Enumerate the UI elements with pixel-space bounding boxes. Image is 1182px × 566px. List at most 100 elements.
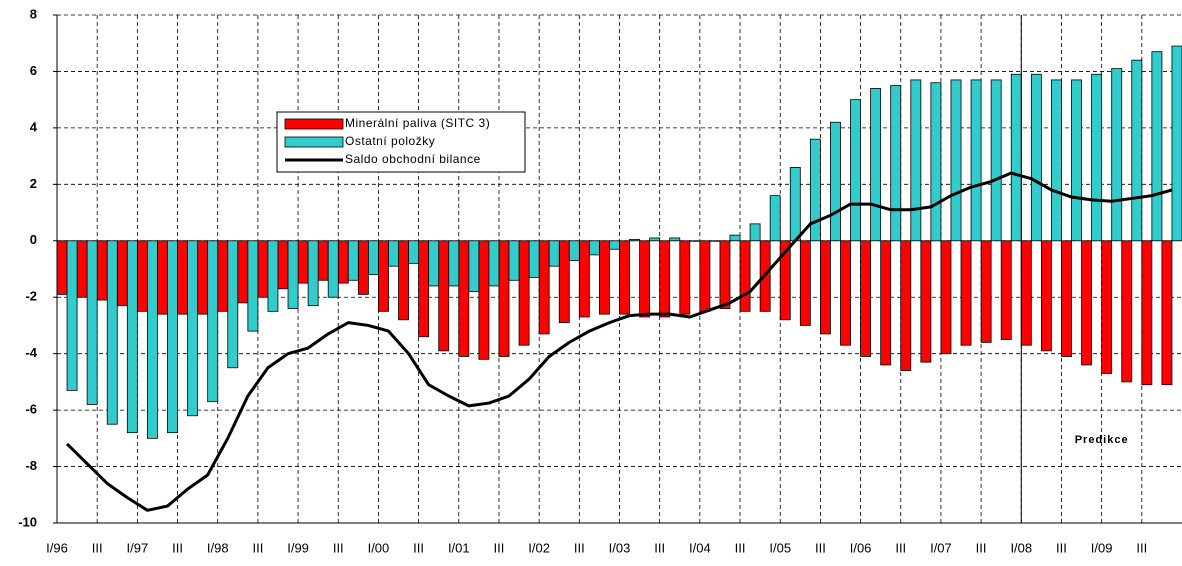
bar xyxy=(649,237,661,242)
bar xyxy=(669,237,681,242)
y-tick-label: -2 xyxy=(25,289,37,304)
bar xyxy=(297,240,309,284)
bar xyxy=(1071,79,1082,242)
bar xyxy=(307,240,319,307)
bar xyxy=(970,79,982,242)
y-tick-label: -4 xyxy=(25,345,37,360)
bar xyxy=(217,240,229,312)
bar xyxy=(719,240,731,309)
y-tick-label: -6 xyxy=(25,402,37,417)
bar xyxy=(157,240,168,315)
bar xyxy=(558,240,570,324)
bar xyxy=(980,240,992,343)
bar xyxy=(1121,240,1133,383)
bar xyxy=(327,240,339,298)
x-tick-label: III xyxy=(92,540,103,555)
bar xyxy=(418,240,430,338)
bar xyxy=(347,240,359,281)
bar xyxy=(769,195,781,242)
x-tick-label: III xyxy=(252,540,263,555)
x-tick-label: I/05 xyxy=(769,540,791,555)
bar xyxy=(1010,73,1022,242)
bar xyxy=(1081,240,1092,366)
bar xyxy=(1000,240,1012,340)
bar xyxy=(147,240,158,439)
bar xyxy=(679,240,691,315)
y-tick-label: 2 xyxy=(30,176,37,191)
bar xyxy=(76,240,88,298)
x-tick-label: I/01 xyxy=(448,540,470,555)
bar xyxy=(106,240,118,425)
x-tick-label: III xyxy=(494,540,505,555)
bar xyxy=(247,240,259,332)
bar xyxy=(1161,240,1173,386)
bar xyxy=(1101,240,1113,374)
bar xyxy=(910,79,922,242)
bar xyxy=(96,240,108,301)
bar xyxy=(197,240,209,315)
x-tick-label: I/03 xyxy=(609,540,631,555)
bar xyxy=(468,240,480,292)
bar xyxy=(337,240,349,284)
bar xyxy=(990,79,1002,242)
bar xyxy=(1051,79,1062,242)
legend-swatch xyxy=(284,118,344,130)
bar xyxy=(1040,240,1052,352)
bar xyxy=(378,240,389,312)
bar xyxy=(508,240,520,281)
bar xyxy=(799,240,811,326)
bar xyxy=(659,240,671,318)
bar xyxy=(860,240,872,357)
bar xyxy=(809,138,821,242)
bar xyxy=(126,240,138,434)
bar xyxy=(789,166,801,242)
bar xyxy=(448,240,460,287)
legend-label: Ostatní položky xyxy=(345,134,435,148)
bar xyxy=(699,240,711,312)
bar xyxy=(779,240,791,321)
x-tick-label: I/06 xyxy=(850,540,872,555)
x-tick-label: I/99 xyxy=(287,540,309,555)
bar xyxy=(1141,240,1153,386)
bar xyxy=(408,240,420,264)
bar xyxy=(488,240,500,287)
x-tick-label: I/02 xyxy=(528,540,550,555)
bar xyxy=(1030,73,1042,242)
bar xyxy=(749,223,761,242)
x-tick-label: III xyxy=(815,540,826,555)
x-tick-label: I/04 xyxy=(689,540,711,555)
bar xyxy=(518,240,530,346)
bar xyxy=(86,240,98,405)
bar xyxy=(830,121,841,242)
bar xyxy=(177,240,188,315)
bar xyxy=(578,240,590,318)
x-tick-label: I/97 xyxy=(127,540,149,555)
bar xyxy=(458,240,470,357)
annotation: Predikce xyxy=(1075,434,1129,446)
bar xyxy=(609,240,620,250)
bar xyxy=(357,240,369,295)
bar xyxy=(1171,45,1182,242)
y-tick-label: -10 xyxy=(18,514,37,529)
x-tick-label: I/96 xyxy=(46,540,68,555)
bar xyxy=(478,240,490,360)
bar xyxy=(167,240,178,434)
bar xyxy=(709,240,721,242)
bar xyxy=(438,240,450,352)
bar xyxy=(317,240,329,281)
bar xyxy=(267,240,279,312)
legend-label: Saldo obchodní bilance xyxy=(345,152,481,166)
bar xyxy=(940,240,952,355)
bar xyxy=(538,240,550,335)
legend-swatch xyxy=(284,136,344,148)
x-tick-label: I/07 xyxy=(930,540,952,555)
bar xyxy=(599,240,610,315)
bar xyxy=(850,99,861,242)
bar xyxy=(548,240,560,267)
bar xyxy=(428,240,440,287)
y-tick-label: -8 xyxy=(25,458,37,473)
bar xyxy=(528,240,540,278)
y-tick-label: 0 xyxy=(30,232,37,247)
x-tick-label: III xyxy=(1056,540,1067,555)
bar xyxy=(207,240,219,403)
